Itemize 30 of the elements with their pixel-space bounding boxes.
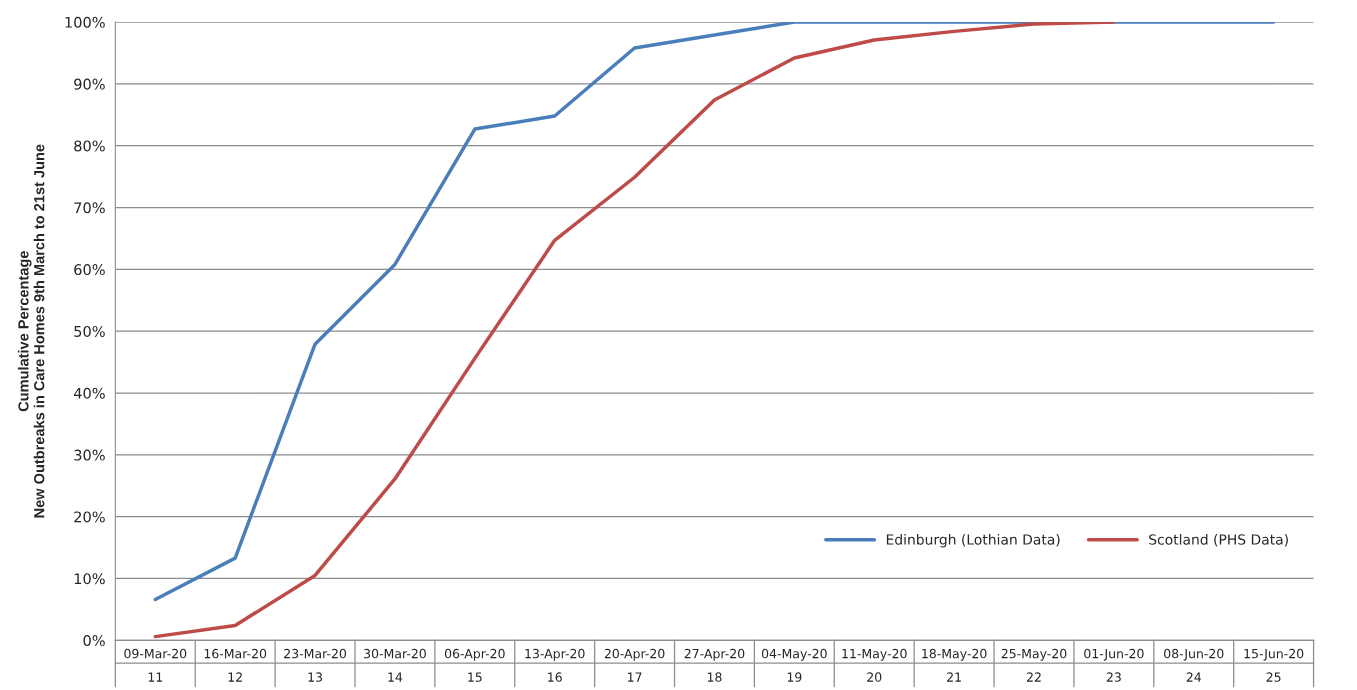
y-tick-label: 10% — [74, 573, 105, 585]
x-tick-label: 18-May-20 21 — [922, 648, 987, 682]
x-tick-label: 13-Apr-20 16 — [525, 648, 585, 682]
y-tick-label: 70% — [74, 202, 105, 214]
y-axis-title: Cumulative Percentage New Outbreaks in Care Homes 9th March to 21st June — [17, 144, 45, 518]
y-tick-label: 100% — [65, 16, 105, 28]
y-tick-label: 40% — [73, 387, 105, 399]
x-tick-label: 25-May-20 22 — [1001, 648, 1067, 682]
x-tick-label: 20-Apr-20 17 — [604, 648, 665, 682]
x-tick-label: 04-May-20 19 — [761, 648, 827, 682]
line-series — [153, 22, 1116, 639]
x-tick-label: 27-Apr-20 18 — [684, 648, 745, 682]
x-tick-label: 23-Mar-20 13 — [284, 648, 347, 682]
y-tick-label: 90% — [74, 78, 105, 90]
x-tick-label: 08-Jun-20 24 — [1164, 648, 1224, 682]
legend-label: Scotland (PHS Data) — [1149, 534, 1288, 547]
y-tick-label: 20% — [74, 511, 105, 523]
x-tick-label: 06-Apr-20 15 — [444, 648, 505, 682]
y-tick-label: 80% — [74, 140, 105, 152]
x-tick-label: 16-Mar-20 12 — [204, 648, 267, 682]
x-tick-label: 09-Mar-20 11 — [124, 648, 187, 682]
legend-label: Edinburgh (Lothian Data) — [886, 534, 1060, 548]
y-tick-label: 30% — [74, 449, 105, 461]
x-tick-label: 30-Mar-20 14 — [364, 648, 426, 682]
y-tick-label: 0% — [83, 635, 105, 647]
y-tick-label: 60% — [74, 264, 105, 276]
x-tick-label: 15-Jun-20 25 — [1244, 648, 1304, 682]
x-tick-label: 11-May-20 20 — [842, 648, 907, 682]
y-tick-label: 50% — [74, 325, 105, 337]
x-tick-label: 01-Jun-20 23 — [1084, 648, 1144, 682]
